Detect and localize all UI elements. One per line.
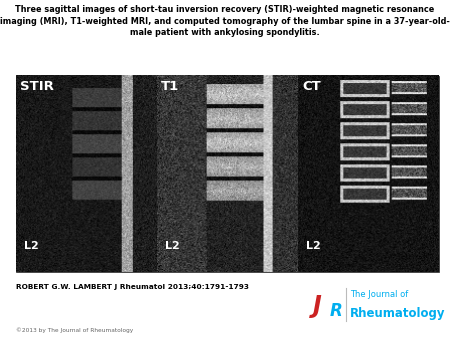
Text: Rheumatology: Rheumatology bbox=[350, 307, 446, 320]
Text: L2: L2 bbox=[24, 241, 39, 251]
Text: L2: L2 bbox=[306, 241, 320, 251]
Text: L2: L2 bbox=[165, 241, 180, 251]
Text: T1: T1 bbox=[161, 80, 180, 93]
Text: ROBERT G.W. LAMBERT J Rheumatol 2013;40:1791-1793: ROBERT G.W. LAMBERT J Rheumatol 2013;40:… bbox=[16, 284, 248, 290]
Text: J: J bbox=[313, 294, 321, 318]
Text: R: R bbox=[330, 302, 342, 320]
Text: The Journal of: The Journal of bbox=[350, 290, 408, 299]
Text: ©2013 by The Journal of Rheumatology: ©2013 by The Journal of Rheumatology bbox=[16, 327, 133, 333]
Text: CT: CT bbox=[302, 80, 321, 93]
Text: STIR: STIR bbox=[20, 80, 54, 93]
Text: Three sagittal images of short-tau inversion recovery (STIR)-weighted magnetic r: Three sagittal images of short-tau inver… bbox=[0, 5, 450, 37]
